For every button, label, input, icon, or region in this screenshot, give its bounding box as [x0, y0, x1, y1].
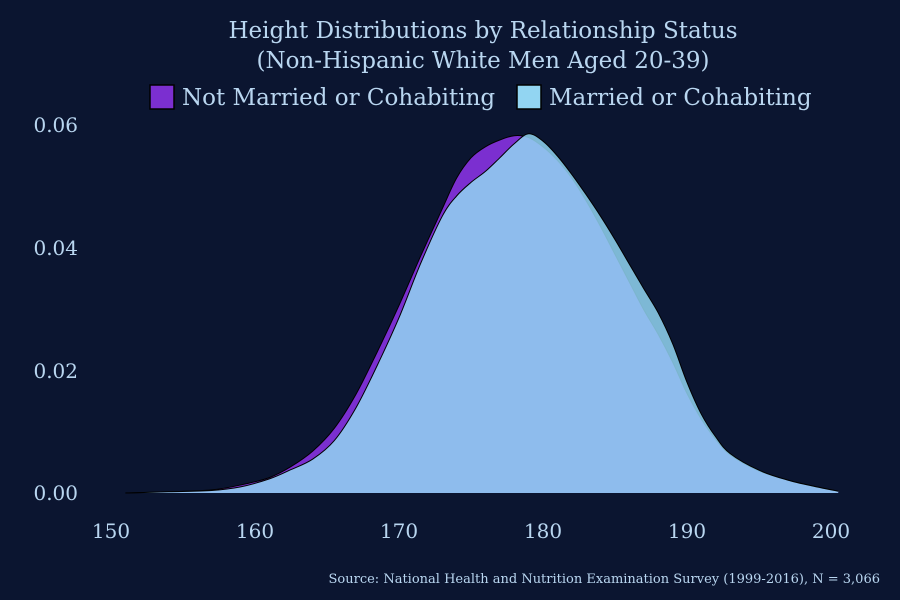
x-tick-label: 180	[524, 519, 562, 543]
density-area-married	[125, 133, 839, 493]
x-axis: 150 160 170 180 190 200	[92, 519, 850, 543]
chart-subtitle: (Non-Hispanic White Men Aged 20-39)	[256, 48, 709, 74]
y-tick-label: 0.00	[33, 481, 78, 505]
legend-swatch-not-married	[149, 84, 175, 110]
x-tick-label: 190	[668, 519, 706, 543]
y-tick-label: 0.06	[33, 113, 78, 137]
x-tick-label: 160	[236, 519, 274, 543]
x-tick-label: 150	[92, 519, 130, 543]
legend-label-not-married: Not Married or Cohabiting	[182, 85, 495, 111]
y-tick-label: 0.02	[33, 359, 78, 383]
legend: Not Married or Cohabiting Married or Coh…	[149, 84, 812, 111]
legend-swatch-married	[516, 84, 542, 110]
y-axis: 0.00 0.02 0.04 0.06	[33, 113, 78, 505]
y-tick-label: 0.04	[33, 236, 78, 260]
density-area-married-outline	[125, 133, 839, 494]
plot-areas	[125, 133, 839, 494]
x-tick-label: 200	[812, 519, 850, 543]
x-tick-label: 170	[380, 519, 418, 543]
legend-label-married: Married or Cohabiting	[549, 85, 812, 111]
source-note: Source: National Health and Nutrition Ex…	[329, 572, 880, 587]
chart-title: Height Distributions by Relationship Sta…	[228, 18, 737, 44]
